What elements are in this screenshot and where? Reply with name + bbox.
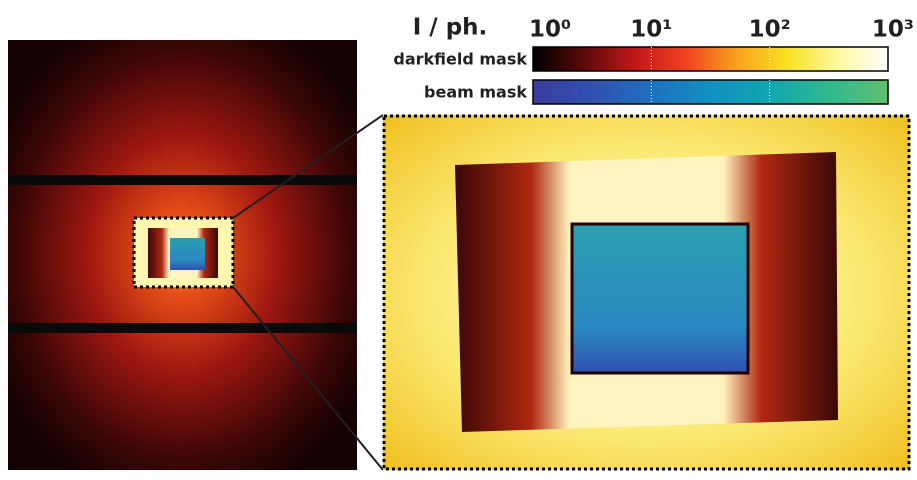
row-label: darkfield mask <box>393 50 527 69</box>
colorbar-title: I / ph. <box>413 15 488 41</box>
beam-region <box>170 238 205 270</box>
detector-image <box>8 40 357 470</box>
figure: I / ph. darkfield mask beam mask 10⁰ 10¹ 1… <box>0 0 917 476</box>
tick-label: 10² <box>749 17 791 43</box>
tick-label: 10³ <box>872 17 914 43</box>
detector-gap <box>8 323 357 333</box>
detector-gap <box>8 175 357 185</box>
zoomed-image <box>383 115 910 470</box>
colorbar <box>533 80 888 104</box>
tick-label: 10⁰ <box>529 17 571 43</box>
page: I / ph. darkfield mask beam mask 10⁰ 10¹ 1… <box>0 0 917 480</box>
row-label: beam mask <box>424 83 527 102</box>
beam-region <box>572 224 748 373</box>
colorbar <box>533 47 888 71</box>
tick-label: 10¹ <box>630 17 672 43</box>
